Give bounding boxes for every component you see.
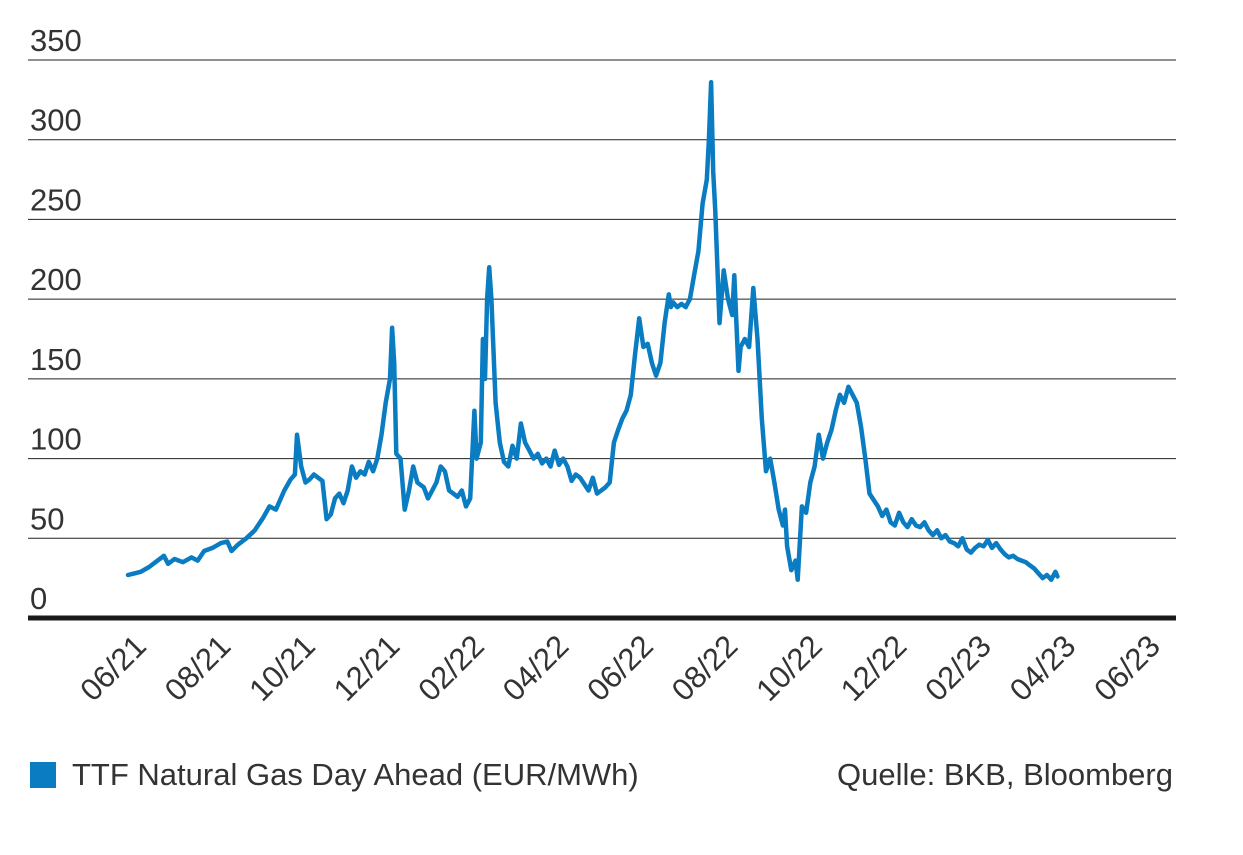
x-tick-label-12-21: 12/21 xyxy=(327,628,407,708)
y-tick-label-250: 250 xyxy=(30,182,82,217)
x-tick-label-10-22: 10/22 xyxy=(749,628,829,708)
x-tick-label-06-23: 06/23 xyxy=(1087,628,1167,708)
y-tick-label-100: 100 xyxy=(30,422,82,457)
x-tick-label-02-22: 02/22 xyxy=(411,628,491,708)
x-tick-label-10-21: 10/21 xyxy=(242,628,322,708)
x-tick-label-06-22: 06/22 xyxy=(580,628,660,708)
x-axis-ticks: 06/21 08/21 10/21 12/21 02/22 04/22 06/22 08/22… xyxy=(73,628,1167,708)
x-tick-label-04-22: 04/22 xyxy=(496,628,576,708)
y-tick-label-350: 350 xyxy=(30,23,82,58)
y-axis-ticks: 0 50 100 150 200 250 300 350 xyxy=(30,23,82,616)
legend-label: TTF Natural Gas Day Ahead (EUR/MWh) xyxy=(72,757,639,792)
grid-lines xyxy=(28,59,1176,539)
x-tick-label-12-22: 12/22 xyxy=(834,628,914,708)
x-tick-label-08-22: 08/22 xyxy=(665,628,745,708)
x-tick-label-02-23: 02/23 xyxy=(918,628,998,708)
x-tick-label-08-21: 08/21 xyxy=(158,628,238,708)
legend-swatch xyxy=(30,762,56,788)
y-tick-label-200: 200 xyxy=(30,262,82,297)
legend: TTF Natural Gas Day Ahead (EUR/MWh) xyxy=(30,757,639,793)
series-layer xyxy=(125,80,1060,582)
y-tick-label-300: 300 xyxy=(30,103,82,138)
series-line-0 xyxy=(125,80,1060,582)
source-note: Quelle: BKB, Bloomberg xyxy=(836,757,1173,792)
y-tick-label-150: 150 xyxy=(30,342,82,377)
y-tick-label-50: 50 xyxy=(30,501,64,536)
x-tick-label-06-21: 06/21 xyxy=(73,628,153,708)
x-tick-label-04-23: 04/23 xyxy=(1003,628,1083,708)
y-tick-label-0: 0 xyxy=(30,581,47,616)
